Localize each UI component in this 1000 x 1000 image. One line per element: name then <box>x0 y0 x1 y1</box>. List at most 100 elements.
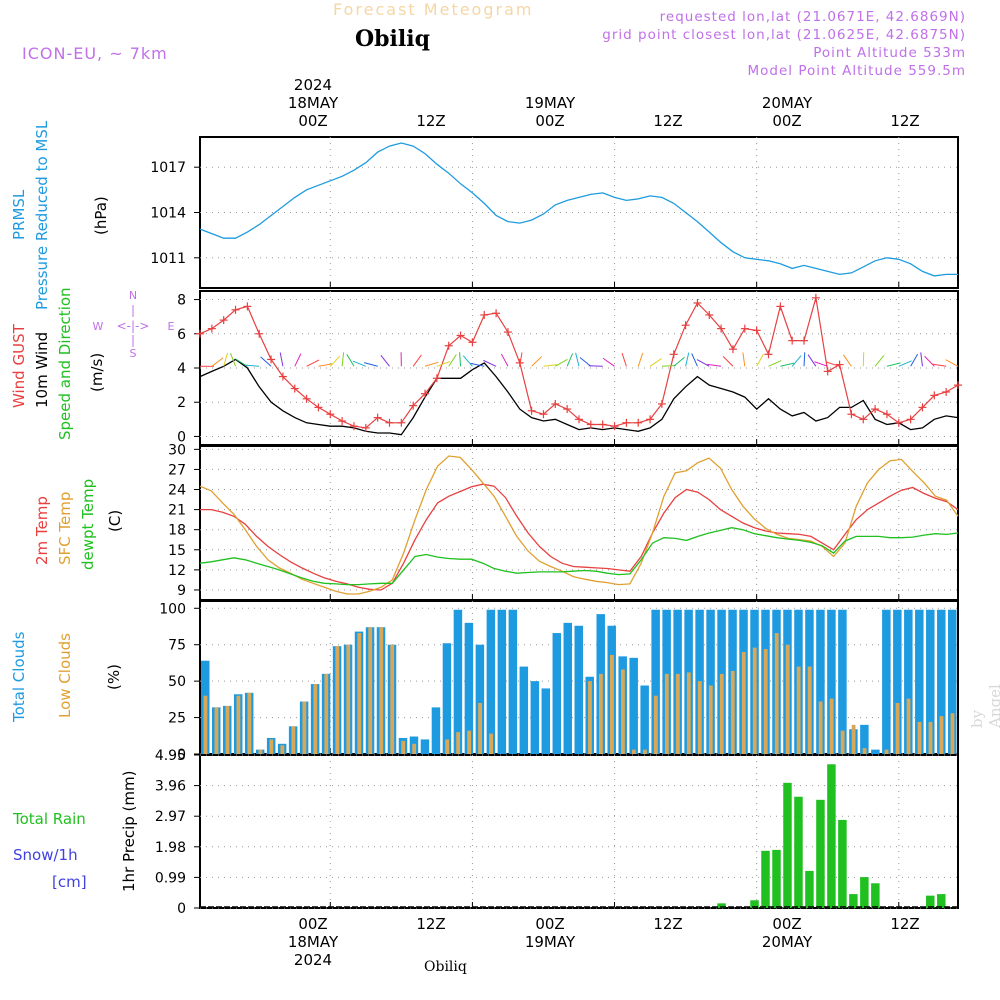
y-tick-label: 0 <box>177 747 186 763</box>
total-clouds-bar <box>574 625 583 754</box>
total-clouds-bar <box>310 684 320 754</box>
low-clouds-bar <box>610 654 614 754</box>
low-clouds-bar <box>807 666 812 754</box>
total-clouds-bar <box>860 724 869 754</box>
low-clouds-bar <box>280 745 285 754</box>
wind-direction-arrow <box>318 363 333 367</box>
low-clouds-bar <box>818 701 823 754</box>
total-clouds-bar <box>343 644 353 754</box>
y-tick-label: 6 <box>177 327 186 343</box>
total-clouds-bar <box>783 609 792 754</box>
point-altitude: Point Altitude 533m <box>813 45 966 61</box>
wind-direction-arrow <box>579 357 592 367</box>
low-clouds-bar <box>368 627 373 754</box>
top-tick-2: 19MAY 00Z <box>524 94 576 130</box>
bottom-tick-4: 00Z 20MAY <box>761 915 813 951</box>
rain-bar <box>838 819 847 908</box>
wind-direction-arrow <box>260 356 272 367</box>
low-clouds-bar <box>599 673 603 754</box>
wind-direction-arrow <box>380 354 390 367</box>
y-tick-label: 18 <box>168 523 186 539</box>
panel-frame <box>199 136 959 289</box>
total-clouds-bar <box>948 609 957 754</box>
low-clouds-bar <box>291 726 296 754</box>
rain-bar <box>761 850 770 908</box>
bottom-tick-2: 00Z 19MAY <box>524 915 576 951</box>
low-clouds-bar <box>785 644 790 754</box>
total-clouds-bar <box>552 633 562 754</box>
total-clouds-bar <box>805 609 814 754</box>
snow-unit: [cm] <box>52 873 87 891</box>
total-clouds-bar <box>222 705 232 754</box>
y-tick-label: 24 <box>168 483 186 499</box>
requested-coordinates: requested lon,lat (21.0671E, 42.6869N) <box>659 9 966 25</box>
wind-direction-arrow <box>352 360 366 367</box>
total-clouds-bar <box>475 644 485 754</box>
total-clouds-bar <box>640 685 649 754</box>
low-clouds-bar <box>642 749 647 754</box>
pressure-unit: (hPa) <box>92 196 110 235</box>
low-clouds-bar <box>719 673 724 754</box>
low-clouds-bar <box>906 698 911 754</box>
total-clouds-bar <box>365 627 375 754</box>
total-clouds-bar <box>849 729 858 754</box>
y-tick-label: 4 <box>177 361 186 377</box>
total-clouds-bar <box>926 609 935 754</box>
gust-line <box>199 297 959 429</box>
wind-direction-arrow <box>780 362 795 367</box>
total-clouds-bar <box>717 609 726 754</box>
y-tick-label: 75 <box>168 638 186 654</box>
y-tick-label: 15 <box>168 543 186 559</box>
low-clouds-bar <box>214 707 219 754</box>
total-clouds-bar <box>519 666 529 754</box>
y-tick-label: 2 <box>177 395 186 411</box>
wind-direction-arrow <box>886 362 901 367</box>
total-clouds-bar <box>486 609 496 754</box>
wind-direction-arrow <box>459 352 462 367</box>
total-clouds-bar <box>893 609 902 754</box>
model-label: ICON-EU, ~ 7km <box>22 44 168 63</box>
wind-direction-arrow <box>673 356 685 367</box>
top-tick-3: 12Z <box>653 112 683 130</box>
low-clouds-bar <box>763 649 768 754</box>
bottom-tick-0: 00Z 18MAY 2024 <box>287 915 339 969</box>
low-clouds-bar <box>313 684 318 754</box>
wind-direction-arrow <box>543 364 558 367</box>
sfc-temp-label: SFC Temp <box>56 491 74 565</box>
total-clouds-bar <box>651 609 660 754</box>
total-clouds-bar <box>277 743 287 754</box>
low-clouds-bar <box>335 646 340 754</box>
low-clouds-bar <box>258 749 263 754</box>
top-tick-5: 12Z <box>890 112 920 130</box>
total-clouds-bar <box>838 609 847 754</box>
wind-direction-arrow <box>575 352 580 367</box>
low-clouds-label: Low Clouds <box>56 633 74 718</box>
low-clouds-bar <box>741 652 746 754</box>
y-tick-label: 1011 <box>150 251 186 267</box>
gust-label: Wind GUST <box>10 324 28 408</box>
low-clouds-bar <box>895 703 900 754</box>
clouds-unit: (%) <box>105 664 123 690</box>
wind-direction-arrow <box>742 352 746 367</box>
total-clouds-bar <box>673 609 682 754</box>
location-title: Obiliq <box>355 26 431 52</box>
low-clouds-bar <box>302 701 307 754</box>
total-clouds-bar <box>442 643 452 754</box>
y-tick-label: 0.99 <box>155 870 186 886</box>
wind-unit: (m/s) <box>88 352 106 392</box>
rain-bar <box>805 870 814 908</box>
low-clouds-bar <box>456 732 461 754</box>
dewpt-temp-label: dewpt Temp <box>79 478 97 570</box>
wind-direction-arrow <box>874 355 885 367</box>
y-tick-label: 4.95 <box>155 748 186 764</box>
low-clouds-bar <box>401 740 406 754</box>
total-clouds-bar <box>244 692 254 754</box>
rain-bar <box>926 895 935 908</box>
y-tick-label: 12 <box>168 563 186 579</box>
pressure-label-short: PRMSL <box>10 189 28 240</box>
wind-direction-arrow <box>483 359 497 367</box>
wind-direction-arrow <box>649 358 662 367</box>
y-tick-label: 8 <box>177 293 186 309</box>
total-clouds-bar <box>376 627 386 754</box>
low-clouds-bar <box>379 627 384 754</box>
